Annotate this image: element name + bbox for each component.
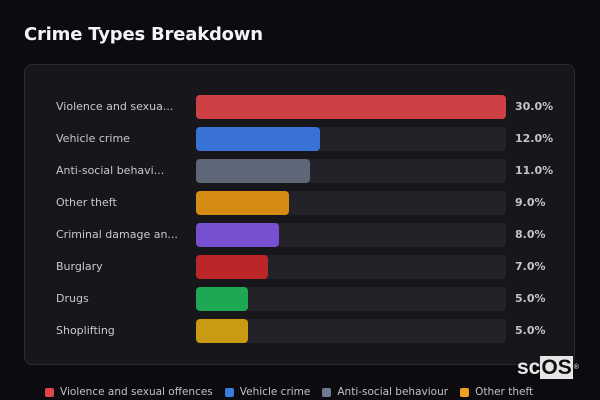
bar-fill[interactable] xyxy=(196,223,279,247)
bar-label: Violence and sexua... xyxy=(56,100,174,113)
legend-label: Vehicle crime xyxy=(239,386,311,398)
legend-item[interactable]: Other theft xyxy=(460,386,533,398)
chart-title: Crime Types Breakdown xyxy=(24,24,263,45)
legend-label: Other theft xyxy=(475,386,534,398)
bar-fill[interactable] xyxy=(196,127,320,151)
bar-fill[interactable] xyxy=(196,95,506,119)
bar-row[interactable]: Burglary 7.0% xyxy=(25,255,574,279)
registered-mark: ® xyxy=(573,364,579,371)
bar-row[interactable]: Drugs 5.0% xyxy=(25,287,574,311)
bar-track xyxy=(196,191,506,215)
bar-track xyxy=(196,223,506,247)
legend-item[interactable]: Anti-social behaviour xyxy=(322,386,448,398)
bar-row[interactable]: Criminal damage an... 8.0% xyxy=(25,223,574,247)
bar-value: 9.0% xyxy=(515,196,546,209)
bar-label: Anti-social behavi... xyxy=(56,164,165,177)
legend-label: Anti-social behaviour xyxy=(337,386,449,398)
bar-value: 12.0% xyxy=(515,132,554,145)
bar-value: 5.0% xyxy=(515,292,546,305)
bar-track xyxy=(196,319,506,343)
bar-value: 30.0% xyxy=(515,100,554,113)
bar-row[interactable]: Vehicle crime 12.0% xyxy=(25,127,574,151)
bar-label: Shoplifting xyxy=(56,324,115,337)
logo-sc: sc xyxy=(517,356,541,379)
bar-row[interactable]: Shoplifting 5.0% xyxy=(25,319,574,343)
bar-track xyxy=(196,159,506,183)
bar-value: 5.0% xyxy=(515,324,546,337)
bar-row[interactable]: Anti-social behavi... 11.0% xyxy=(25,159,574,183)
bar-label: Burglary xyxy=(56,260,103,273)
legend-item[interactable]: Vehicle crime xyxy=(224,386,311,398)
legend-swatch-icon xyxy=(45,387,54,397)
bar-value: 7.0% xyxy=(515,260,546,273)
bar-label: Vehicle crime xyxy=(56,132,130,145)
bar-fill[interactable] xyxy=(196,287,248,311)
bar-track xyxy=(196,127,506,151)
bar-label: Other theft xyxy=(56,196,117,209)
bar-label: Criminal damage an... xyxy=(56,228,178,241)
bar-label: Drugs xyxy=(56,292,89,305)
bar-value: 11.0% xyxy=(515,164,554,177)
bar-value: 8.0% xyxy=(515,228,546,241)
bar-row[interactable]: Violence and sexua... 30.0% xyxy=(25,95,574,119)
scos-logo: scOS ® xyxy=(517,356,579,379)
legend-item[interactable]: Violence and sexual offences xyxy=(45,386,213,398)
legend-swatch-icon xyxy=(322,387,332,397)
bar-fill[interactable] xyxy=(196,159,310,183)
bar-track xyxy=(196,255,506,279)
bar-track xyxy=(196,95,506,119)
legend-label: Violence and sexual offences xyxy=(60,386,213,398)
chart-legend: Violence and sexual offences Vehicle crim… xyxy=(45,386,533,398)
bar-track xyxy=(196,287,506,311)
legend-swatch-icon xyxy=(460,387,470,397)
bar-fill[interactable] xyxy=(196,319,248,343)
bar-row[interactable]: Other theft 9.0% xyxy=(25,191,574,215)
legend-swatch-icon xyxy=(224,387,234,397)
chart-card: Violence and sexua... 30.0% Vehicle crime 1… xyxy=(24,64,575,365)
logo-os: OS xyxy=(540,356,573,379)
bar-fill[interactable] xyxy=(196,191,289,215)
bar-fill[interactable] xyxy=(196,255,269,279)
